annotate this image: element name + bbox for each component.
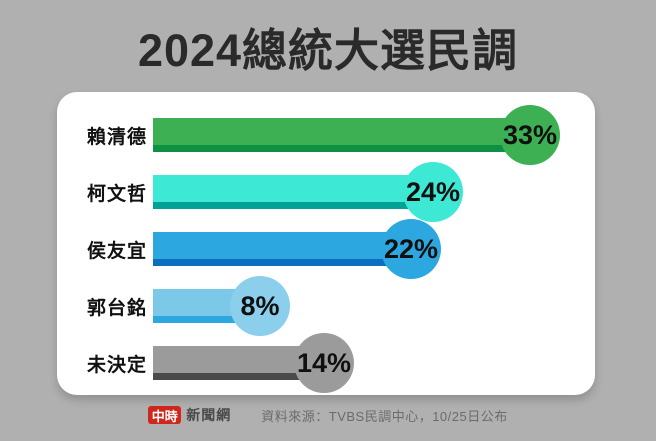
value-label: 14%	[296, 347, 352, 378]
bar-row-ko: 柯文哲 24%	[87, 162, 595, 222]
logo-badge: 中時	[148, 406, 182, 424]
bar-row-hou: 侯友宜 22%	[87, 219, 595, 279]
bar-track: 33%	[153, 105, 595, 165]
value-bubble: 24%	[403, 162, 463, 222]
bar-row-undecided: 未決定 14%	[87, 333, 595, 393]
candidate-label: 郭台銘	[87, 297, 148, 319]
value-bubble: 14%	[294, 333, 354, 393]
candidate-label: 柯文哲	[87, 183, 148, 205]
logo-text: 新聞網	[186, 407, 232, 423]
bar-row-gou: 郭台銘 8%	[87, 276, 595, 336]
bar-edge	[153, 373, 304, 380]
source-text: 資料來源：TVBS民調中心，10/25日公布	[261, 408, 508, 424]
bar-track: 8%	[153, 276, 595, 336]
candidate-label: 侯友宜	[87, 240, 148, 262]
footer: 中時 新聞網 資料來源：TVBS民調中心，10/25日公布	[0, 405, 656, 425]
candidate-label: 賴清德	[87, 126, 148, 148]
page-title: 2024總統大選民調	[137, 25, 519, 76]
value-label: 8%	[240, 290, 280, 321]
value-bubble: 33%	[500, 105, 560, 165]
bar-edge	[153, 259, 391, 266]
value-bubble: 8%	[230, 276, 290, 336]
bar	[153, 232, 391, 266]
bar	[153, 118, 510, 152]
bar-track: 24%	[153, 162, 595, 222]
bar	[153, 289, 240, 323]
value-bubble: 22%	[381, 219, 441, 279]
value-label: 33%	[502, 119, 558, 150]
bar-row-lai: 賴清德 33%	[87, 105, 595, 165]
brand-logo: 中時 新聞網	[148, 405, 231, 425]
bar-edge	[153, 316, 240, 323]
bar-edge	[153, 202, 413, 209]
chart-card: 賴清德 33% 柯文哲 24% 侯友宜 22% 郭台銘 8% 未決定 14%	[57, 92, 595, 395]
bar-edge	[153, 145, 510, 152]
candidate-label: 未決定	[87, 354, 148, 376]
bar	[153, 175, 413, 209]
value-label: 24%	[405, 176, 461, 207]
bar-track: 22%	[153, 219, 595, 279]
bar	[153, 346, 304, 380]
bar-track: 14%	[153, 333, 595, 393]
value-label: 22%	[383, 233, 439, 264]
